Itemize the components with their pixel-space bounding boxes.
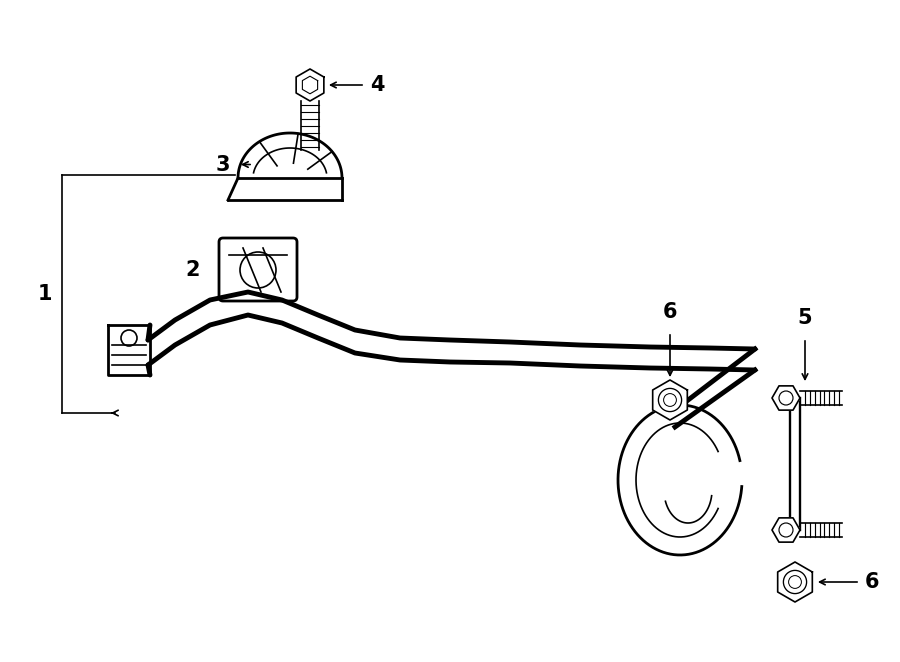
Polygon shape (652, 380, 688, 420)
Polygon shape (296, 69, 324, 101)
Polygon shape (778, 562, 813, 602)
Text: 2: 2 (185, 260, 200, 280)
Polygon shape (772, 518, 800, 542)
Text: 6: 6 (865, 572, 879, 592)
Text: 4: 4 (370, 75, 384, 95)
Text: 6: 6 (662, 302, 677, 322)
Polygon shape (772, 386, 800, 410)
Text: 1: 1 (38, 284, 52, 304)
Text: 3: 3 (215, 154, 230, 175)
Text: 5: 5 (797, 308, 813, 328)
